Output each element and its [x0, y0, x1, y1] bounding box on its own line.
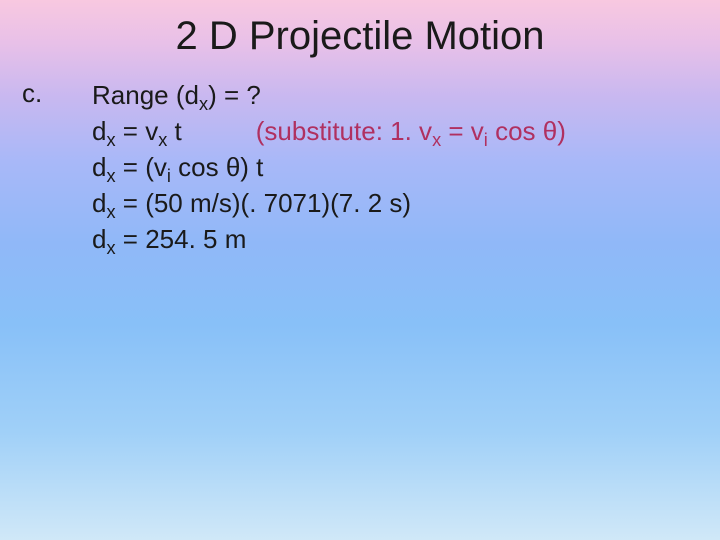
subscript: x [199, 94, 208, 114]
text: = v [441, 116, 484, 146]
text: = v [116, 116, 159, 146]
text: d [92, 224, 106, 254]
subscript: x [106, 130, 115, 150]
text: cos θ) t [171, 152, 263, 182]
text: d [92, 116, 106, 146]
text: = (50 m/s)(. 7071)(7. 2 s) [116, 188, 411, 218]
subscript: x [432, 130, 441, 150]
text: ) = ? [208, 80, 261, 110]
text: = (v [116, 152, 167, 182]
line-3: dx = (vi cos θ) t [92, 150, 566, 186]
line-5: dx = 254. 5 m [92, 222, 566, 258]
slide: 2 D Projectile Motion c. Range (dx) = ? … [0, 0, 720, 540]
part-label: c. [22, 78, 42, 109]
subscript: x [158, 130, 167, 150]
text: = 254. 5 m [116, 224, 247, 254]
line-1: Range (dx) = ? [92, 78, 566, 114]
text: (substitute: 1. v [256, 116, 432, 146]
slide-title: 2 D Projectile Motion [0, 14, 720, 59]
text: t [167, 116, 181, 146]
text: cos θ) [488, 116, 566, 146]
line-4: dx = (50 m/s)(. 7071)(7. 2 s) [92, 186, 566, 222]
line-2: dx = vx t(substitute: 1. vx = vi cos θ) [92, 114, 566, 150]
subscript: x [106, 238, 115, 258]
text: Range (d [92, 80, 199, 110]
substitution-note: (substitute: 1. vx = vi cos θ) [256, 116, 566, 146]
subscript: x [106, 166, 115, 186]
text: d [92, 188, 106, 218]
text: d [92, 152, 106, 182]
slide-content: Range (dx) = ? dx = vx t(substitute: 1. … [92, 78, 566, 257]
subscript: x [106, 202, 115, 222]
